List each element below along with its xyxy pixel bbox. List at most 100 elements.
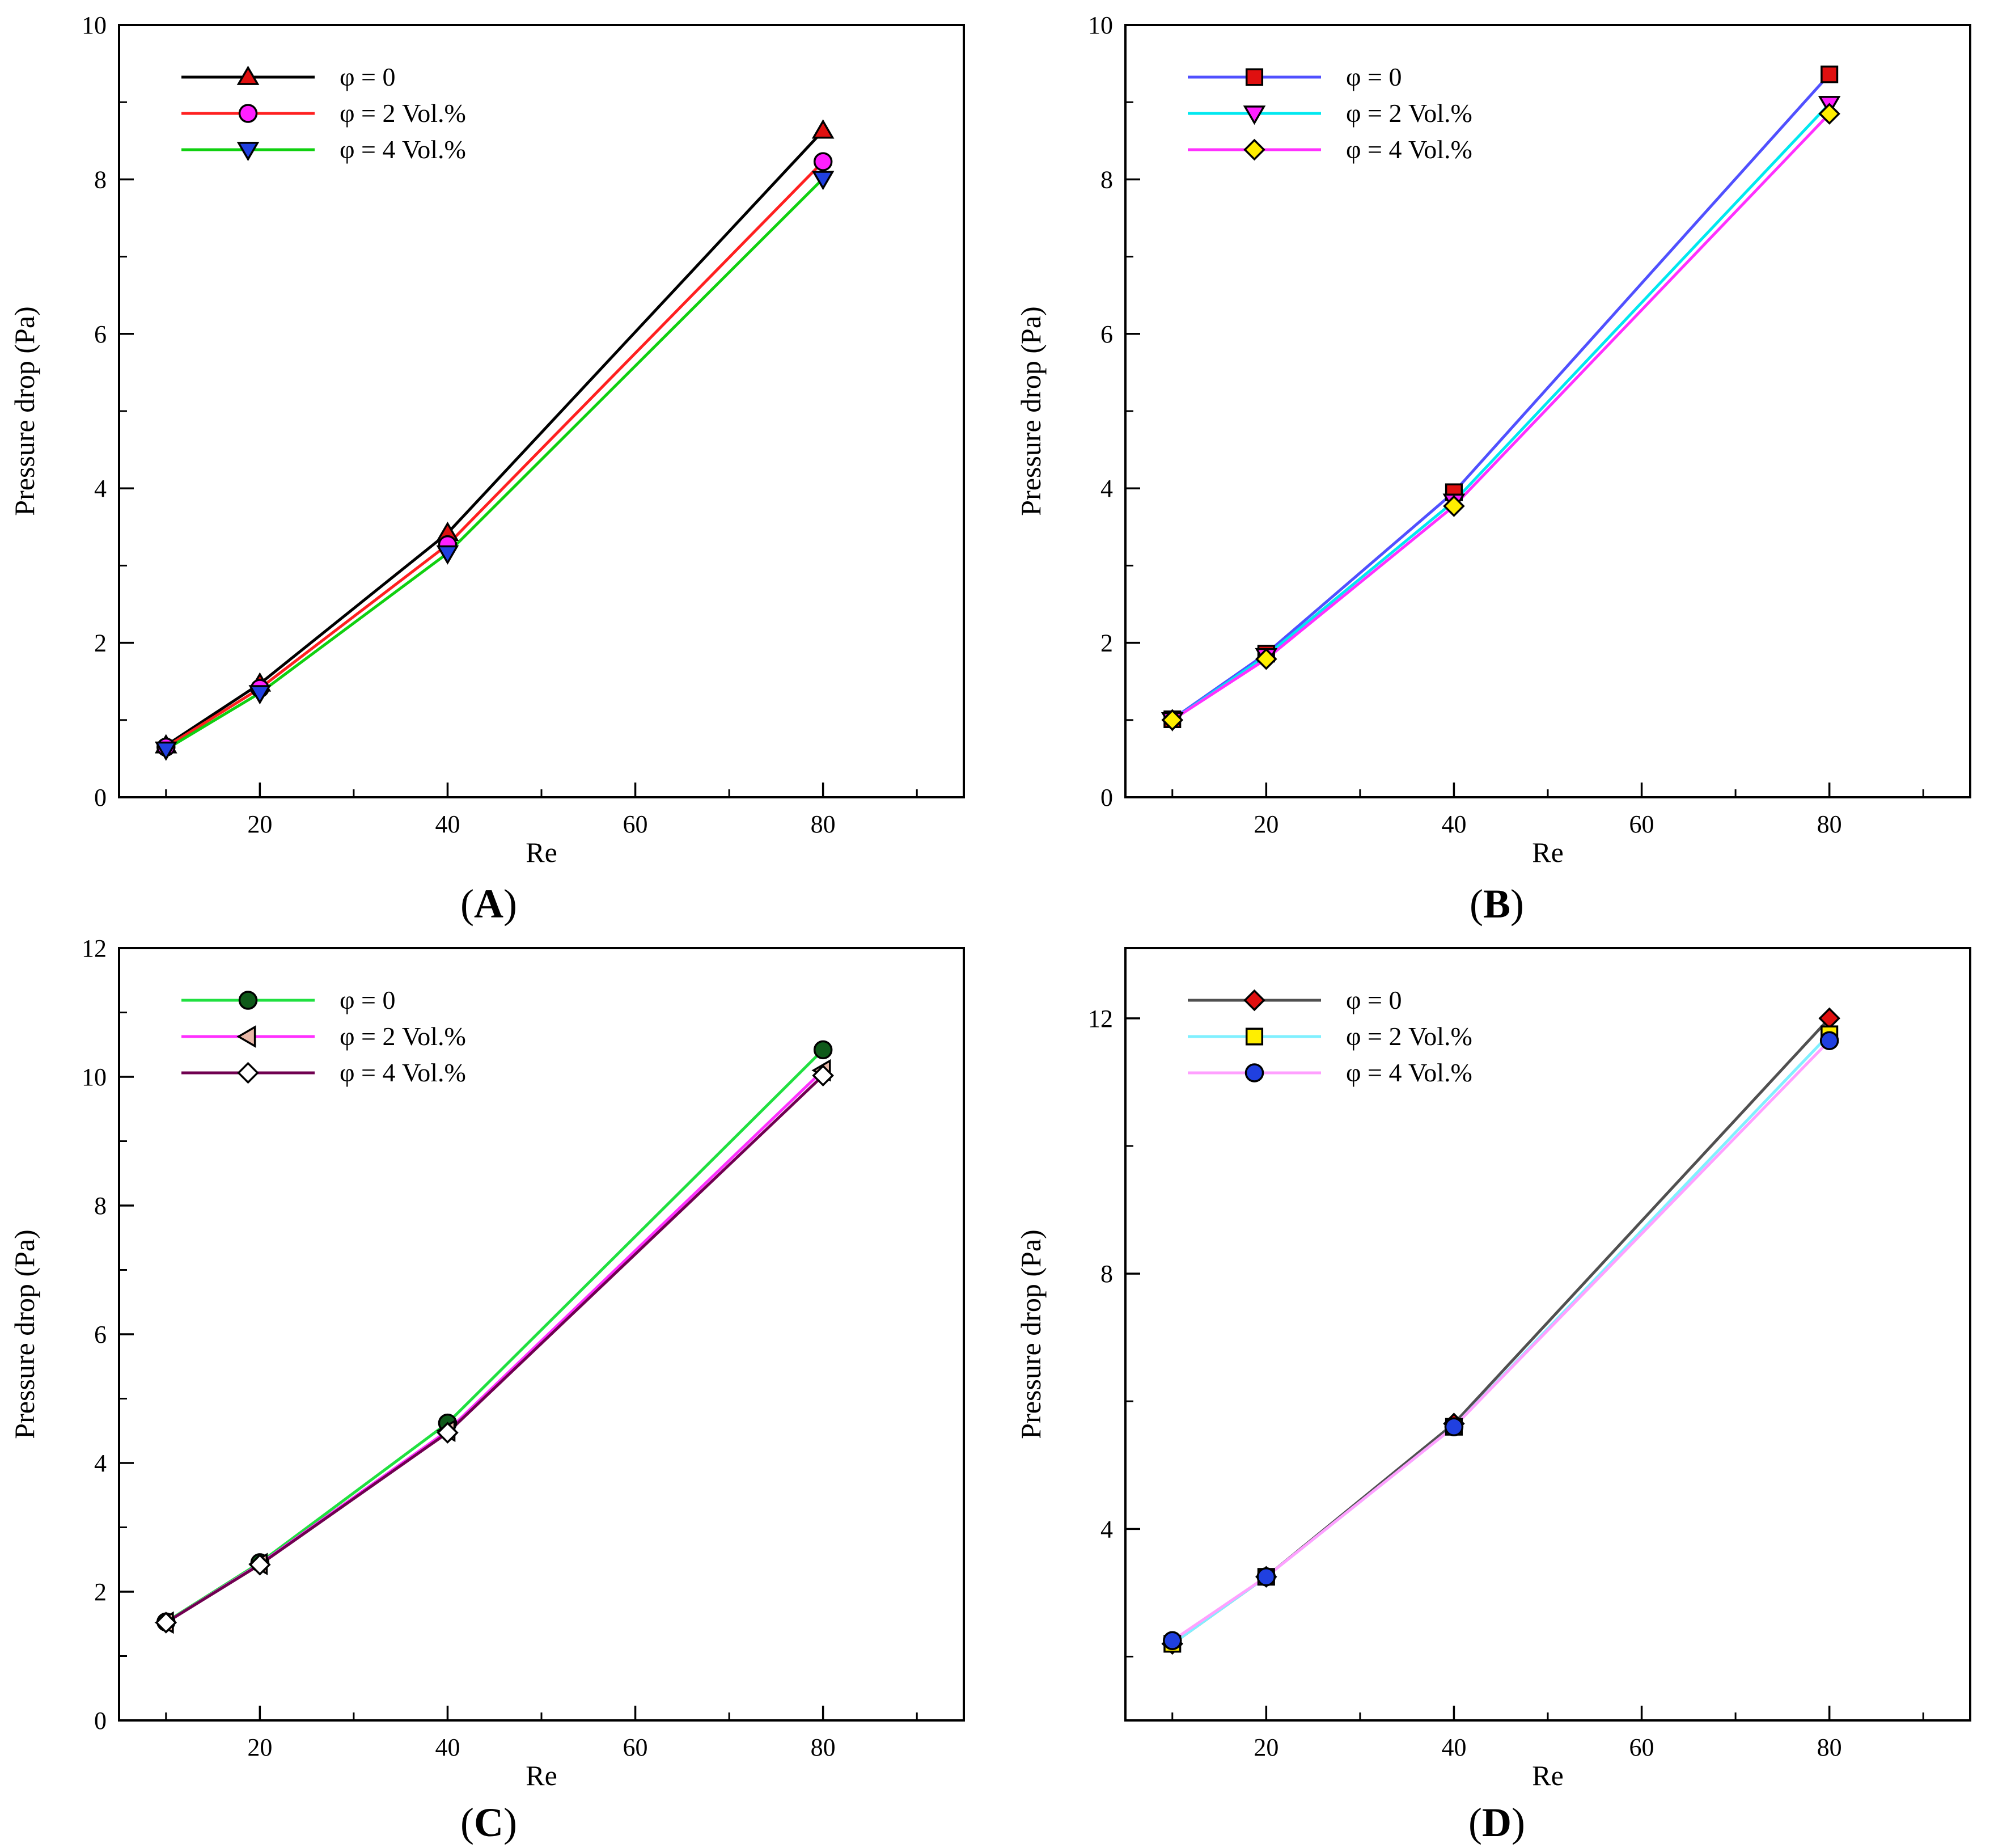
legend-label-1: φ = 2 Vol.% <box>340 1022 466 1051</box>
legend-marker-1 <box>1243 105 1266 125</box>
legend-marker-0 <box>1243 989 1265 1012</box>
panel-c: 20 40 60 80 0 2 4 6 8 10 12 Re Pressure drop (Pa) φ =… <box>9 934 965 1845</box>
legend-marker-0 <box>1245 68 1264 86</box>
x-tick-label: 60 <box>1629 1733 1654 1761</box>
series-0-line <box>165 129 824 747</box>
x-tick-label: 80 <box>811 810 836 838</box>
y-tick-label: 8 <box>1100 166 1113 193</box>
x-tick-label: 60 <box>1629 810 1654 838</box>
series-0-point <box>811 119 835 139</box>
x-tick-label: 40 <box>1441 810 1466 838</box>
y-tick-label: 8 <box>94 1192 107 1220</box>
y-tick-label: 8 <box>94 166 107 193</box>
y-tick-label: 8 <box>1100 1260 1113 1288</box>
legend-label-2: φ = 4 Vol.% <box>340 1058 466 1087</box>
panel-d-caption: (D) <box>1468 1800 1525 1845</box>
y-tick-label: 10 <box>82 11 107 39</box>
series-2-line <box>165 1074 824 1624</box>
panel-d-x-axis-title: Re <box>1532 1760 1564 1791</box>
y-tick-label: 4 <box>1100 475 1113 502</box>
series-2-line <box>1171 112 1831 721</box>
x-tick-label: 60 <box>623 1733 648 1761</box>
y-tick-label: 12 <box>82 934 107 962</box>
legend-label-1: φ = 2 Vol.% <box>1346 1022 1472 1051</box>
series-2-point <box>1161 709 1184 731</box>
panel-d: 20 40 60 80 4 8 12 Re Pressure drop (Pa) φ = 0 φ =… <box>1015 947 1971 1845</box>
series-2-point <box>1443 495 1465 517</box>
legend-marker-0 <box>236 65 260 85</box>
series-2-point <box>1163 1631 1182 1651</box>
legend-marker-0 <box>238 991 258 1010</box>
series-0-point <box>813 1040 833 1060</box>
series-1-point <box>813 152 833 171</box>
legend-label-0: φ = 0 <box>1346 986 1402 1014</box>
x-tick-label: 20 <box>1254 810 1278 838</box>
x-tick-label: 20 <box>1254 1733 1278 1761</box>
panel-a: 20 40 60 80 0 2 4 6 8 10 Re Pressure drop (Pa) φ = 0… <box>9 11 965 927</box>
legend-label-2: φ = 4 Vol.% <box>340 135 466 164</box>
x-tick-label: 80 <box>1817 1733 1842 1761</box>
legend-marker-2 <box>237 1062 259 1084</box>
legend-marker-1 <box>236 1025 256 1048</box>
y-tick-label: 2 <box>1100 629 1113 657</box>
series-2-line <box>1171 1039 1831 1642</box>
panel-c-y-axis-title: Pressure drop (Pa) <box>9 1229 40 1439</box>
y-tick-label: 4 <box>1100 1515 1113 1543</box>
series-2-point <box>1819 1031 1839 1050</box>
legend-marker-2 <box>1243 138 1265 161</box>
series-2-point <box>1818 103 1840 125</box>
panel-b-x-axis-title: Re <box>1532 836 1564 868</box>
y-tick-label: 6 <box>1100 320 1113 348</box>
y-tick-label: 10 <box>82 1063 107 1091</box>
y-tick-label: 12 <box>1088 1005 1113 1033</box>
series-2-point <box>154 741 177 761</box>
series-1-line <box>165 160 824 748</box>
series-2-point <box>1256 1567 1276 1587</box>
panel-a-x-axis-title: Re <box>526 836 557 868</box>
y-tick-label: 4 <box>94 1449 107 1477</box>
series-2-point <box>249 1554 271 1576</box>
x-tick-label: 40 <box>435 810 460 838</box>
y-tick-label: 6 <box>94 320 107 348</box>
x-tick-label: 40 <box>1441 1733 1466 1761</box>
x-tick-label: 80 <box>811 1733 836 1761</box>
series-2-point <box>437 1422 459 1444</box>
panel-b-caption: (B) <box>1470 881 1524 927</box>
series-2-point <box>436 545 459 565</box>
x-tick-label: 20 <box>247 810 272 838</box>
panel-c-caption: (C) <box>460 1800 517 1845</box>
panel-b-y-axis-title: Pressure drop (Pa) <box>1015 306 1047 515</box>
x-tick-label: 40 <box>435 1733 460 1761</box>
legend-label-0: φ = 0 <box>340 986 396 1014</box>
legend-label-1: φ = 2 Vol.% <box>1346 99 1472 128</box>
series-2-point <box>248 685 272 705</box>
panel-b: 20 40 60 80 0 2 4 6 8 10 Re Pressure drop (Pa) φ = 0… <box>1015 11 1971 927</box>
y-tick-label: 4 <box>94 475 107 502</box>
y-tick-label: 0 <box>94 784 107 811</box>
legend-marker-2 <box>1244 1063 1264 1082</box>
x-tick-label: 20 <box>247 1733 272 1761</box>
legend-label-0: φ = 0 <box>1346 62 1402 91</box>
series-2-point <box>1255 648 1277 670</box>
y-tick-label: 10 <box>1088 11 1113 39</box>
series-2-point <box>155 1612 177 1634</box>
panel-a-caption: (A) <box>460 881 517 927</box>
legend-marker-2 <box>236 142 260 162</box>
series-2-point <box>812 1064 834 1087</box>
series-0-point <box>1821 65 1839 83</box>
x-tick-label: 60 <box>623 810 648 838</box>
legend-label-2: φ = 4 Vol.% <box>1346 1058 1472 1087</box>
panel-d-y-axis-title: Pressure drop (Pa) <box>1015 1229 1047 1439</box>
y-tick-label: 6 <box>94 1321 107 1348</box>
series-2-point <box>1444 1417 1464 1436</box>
y-tick-label: 0 <box>94 1707 107 1735</box>
y-tick-label: 0 <box>1100 784 1113 811</box>
legend-marker-1 <box>238 104 258 123</box>
legend-marker-1 <box>1245 1027 1264 1046</box>
legend-label-0: φ = 0 <box>340 62 396 91</box>
legend-label-2: φ = 4 Vol.% <box>1346 135 1472 164</box>
panel-c-x-axis-title: Re <box>526 1760 557 1791</box>
series-2-point <box>811 171 835 191</box>
